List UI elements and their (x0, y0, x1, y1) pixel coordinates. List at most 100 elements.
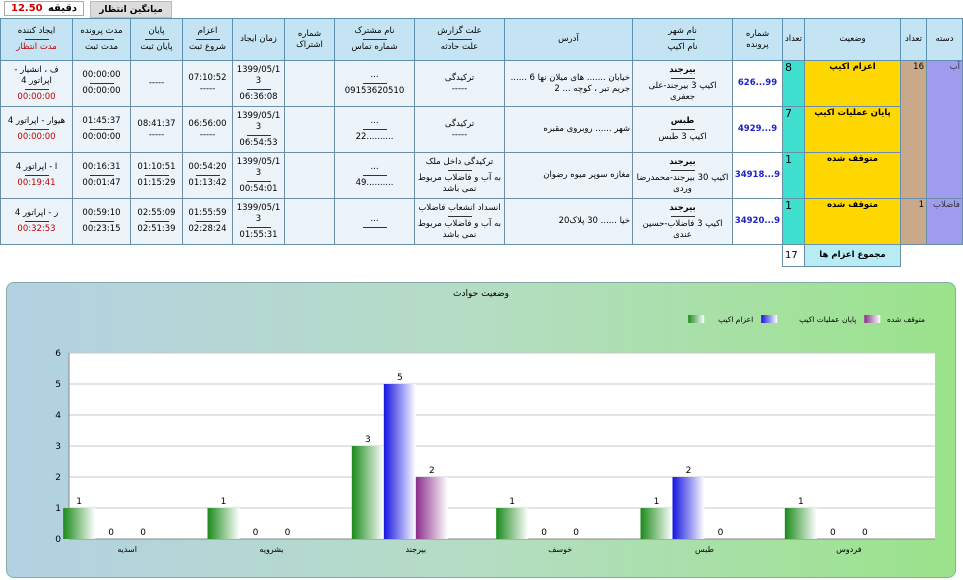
status-cell: متوقف شده (804, 152, 901, 199)
col-end[interactable]: پایان پایان ثبت (130, 18, 183, 61)
reason-cell: ترکیدگی ----- (414, 60, 505, 107)
table-row[interactable]: متوقف شده 1 9...34918 بیرجند اکیپ 30 بیرج… (0, 152, 963, 199)
table-row[interactable]: فاضلاب 1 متوقف شده 1 9...34920 بیرجند اکی… (0, 198, 963, 245)
col-report-reason[interactable]: علت گزارش علت حادثه (414, 18, 505, 61)
subscription-cell (284, 60, 335, 107)
subscriber-cell: ... ..........49 (334, 152, 415, 199)
col-count[interactable]: تعداد (900, 18, 927, 61)
x-tick-label: بشرویه (259, 545, 283, 554)
category-count-sewage: 1 (900, 198, 927, 245)
file-number-link[interactable]: 9...34920 (732, 198, 783, 245)
bar-value-label: 2 (686, 466, 692, 476)
bar-1 (63, 508, 96, 539)
subscription-cell (284, 152, 335, 199)
col-city[interactable]: نام شهر نام اکیپ (632, 18, 733, 61)
dispatch-cell: 06:56:00 ----- (182, 106, 233, 153)
category-cell-water: آب (926, 60, 963, 199)
bar-1 (207, 508, 240, 539)
col-status[interactable]: وضعیت (804, 18, 901, 61)
bar-value-label: 1 (798, 497, 804, 507)
total-row: مجموع اعزام ها 17 (0, 244, 963, 267)
legend-label: اعزام اکیپ (718, 315, 753, 324)
subscriber-cell: ... 09153620510 (334, 60, 415, 107)
col-subscriber[interactable]: نام مشترک شماره تماس (334, 18, 415, 61)
bar-value-label: 1 (509, 497, 515, 507)
file-number-link[interactable]: 9...4929 (732, 106, 783, 153)
bar-value-label: 0 (541, 528, 547, 538)
city-team-cell: طبس اکیپ 3 طبس (632, 106, 733, 153)
table-row[interactable]: پایان عملیات اکیپ 7 9...4929 طبس اکیپ 3 ط… (0, 106, 963, 153)
bar-1 (784, 508, 817, 539)
bar-1 (496, 508, 529, 539)
end-cell: 08:41:37 ----- (130, 106, 183, 153)
bar-value-label: 0 (573, 528, 579, 538)
status-cell: اعزام اکیپ (804, 60, 901, 107)
col-file-no[interactable]: شماره پرونده (732, 18, 783, 61)
col-category[interactable]: دسته (926, 18, 963, 61)
bar-value-label: 2 (429, 466, 435, 476)
col-created-time[interactable]: زمان ایجاد (232, 18, 285, 61)
top-bar: 12.50 دقیقه میانگین انتظار (0, 0, 963, 18)
x-tick-label: اسدیه (117, 545, 137, 554)
address-cell: خیابان ....... های میلان نها 6 ...... جر… (504, 60, 633, 107)
col-count-2[interactable]: تعداد (782, 18, 805, 61)
average-wait-label: میانگین انتظار (90, 1, 172, 18)
created-time-cell: 1399/05/1 3 06:54:53 (232, 106, 285, 153)
bar-value-label: 0 (285, 528, 291, 538)
col-address[interactable]: آدرس (504, 18, 633, 61)
chart-area: 0 1 2 3 4 5 6 1 0 0 اسدیه 1 0 0 بشرویه 3 5 2 بیرجند 1 0 0 خوسف… (19, 303, 947, 573)
bar-value-label: 5 (397, 373, 403, 383)
duration-cell: 00:16:31 00:01:47 (72, 152, 131, 199)
bar-value-label: 0 (830, 528, 836, 538)
bar-value-label: 3 (365, 435, 371, 445)
reason-cell: انسداد انشعاب فاضلاب به آب و فاضلاب مربوط… (414, 198, 505, 245)
subscription-cell (284, 106, 335, 153)
col-duration[interactable]: مدت پرونده مدت ثبت (72, 18, 131, 61)
duration-cell: 01:45:37 00:00:00 (72, 106, 131, 153)
subscriber-cell: ... ..........22 (334, 106, 415, 153)
subscription-cell (284, 198, 335, 245)
created-time-cell: 1399/05/1 3 06:36:08 (232, 60, 285, 107)
bar-value-label: 0 (718, 528, 724, 538)
file-number-link[interactable]: 9...34918 (732, 152, 783, 199)
legend-swatch (688, 315, 705, 323)
col-dispatch[interactable]: اعزام شروع ثبت (182, 18, 233, 61)
end-cell: 01:10:51 01:15:29 (130, 152, 183, 199)
incidents-table: دسته تعداد وضعیت تعداد شماره پرونده نام … (0, 18, 963, 267)
legend-swatch (864, 315, 881, 323)
x-tick-label: طبس (695, 545, 714, 554)
creator-cell: ر - اپراتور 4 00:32:53 (0, 198, 73, 245)
creator-cell: ا - اپراتور 4 00:19:41 (0, 152, 73, 199)
creator-cell: ف ، انشیار - اپراتور 4 00:00:00 (0, 60, 73, 107)
average-wait-unit: دقیقه (47, 3, 77, 14)
status-count: 7 (782, 106, 805, 153)
category-count-water: 16 (900, 60, 927, 199)
x-tick-label: خوسف (548, 545, 572, 554)
y-tick-label: 0 (55, 535, 61, 545)
status-count: 8 (782, 60, 805, 107)
bar-1 (351, 446, 384, 539)
end-cell: ----- (130, 60, 183, 107)
file-number-link[interactable]: 99...626 (732, 60, 783, 107)
category-cell-sewage: فاضلاب (926, 198, 963, 245)
y-tick-label: 2 (55, 473, 61, 483)
bar-1 (640, 508, 673, 539)
bar-3 (415, 477, 448, 539)
city-team-cell: بیرجند اکیپ 3 فاضلاب-حسین عندی (632, 198, 733, 245)
col-creator[interactable]: ایجاد کننده مدت انتظار (0, 18, 73, 61)
status-count: 1 (782, 198, 805, 245)
table-header-row: دسته تعداد وضعیت تعداد شماره پرونده نام … (0, 18, 963, 61)
dispatch-cell: 01:55:59 02:28:24 (182, 198, 233, 245)
bar-value-label: 1 (76, 497, 82, 507)
end-cell: 02:55:09 02:51:39 (130, 198, 183, 245)
average-wait-value: 12.50 (11, 3, 43, 14)
table-row[interactable]: آب 16 اعزام اکیپ 8 99...626 بیرجند اکیپ 3… (0, 60, 963, 199)
status-cell: پایان عملیات اکیپ (804, 106, 901, 153)
total-label: مجموع اعزام ها (804, 244, 901, 267)
legend-label: پایان عملیات اکیپ (799, 315, 856, 324)
dispatch-cell: 07:10:52 ----- (182, 60, 233, 107)
created-time-cell: 1399/05/1 3 01:55:31 (232, 198, 285, 245)
bar-value-label: 0 (253, 528, 259, 538)
col-subscription[interactable]: شماره اشتراک (284, 18, 335, 61)
